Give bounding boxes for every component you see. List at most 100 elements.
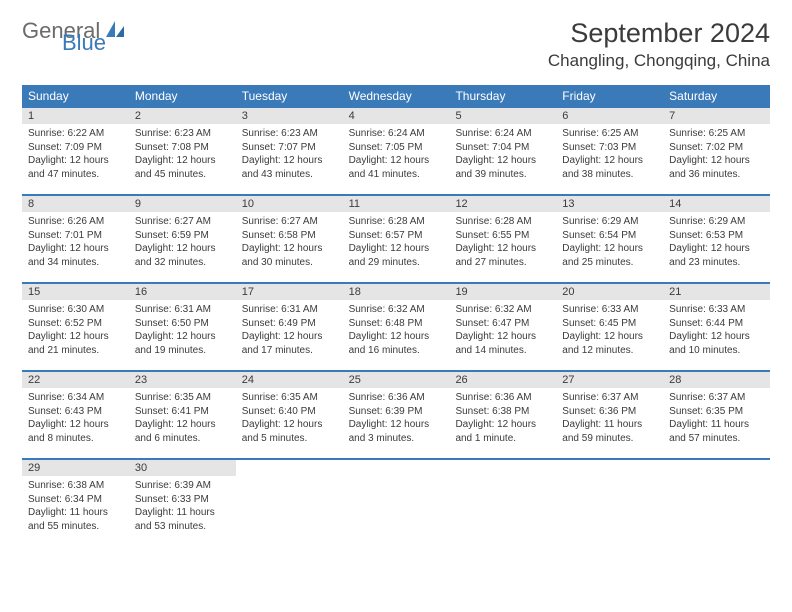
calendar-week: 1Sunrise: 6:22 AMSunset: 7:09 PMDaylight… bbox=[22, 108, 770, 194]
day-number: 8 bbox=[22, 196, 129, 212]
calendar-day: 27Sunrise: 6:37 AMSunset: 6:36 PMDayligh… bbox=[556, 372, 663, 458]
day-number: 22 bbox=[22, 372, 129, 388]
calendar-day: 7Sunrise: 6:25 AMSunset: 7:02 PMDaylight… bbox=[663, 108, 770, 194]
day-number: 27 bbox=[556, 372, 663, 388]
calendar-day: 26Sunrise: 6:36 AMSunset: 6:38 PMDayligh… bbox=[449, 372, 556, 458]
day-number: 23 bbox=[129, 372, 236, 388]
calendar-day: 2Sunrise: 6:23 AMSunset: 7:08 PMDaylight… bbox=[129, 108, 236, 194]
calendar-day: 13 Sunrise: 6:29 AMSunset: 6:54 PMDayligh… bbox=[556, 196, 663, 282]
day-number: 17 bbox=[236, 284, 343, 300]
day-number: 2 bbox=[129, 108, 236, 124]
calendar-weekday-header: Sunday Monday Tuesday Wednesday Thursday… bbox=[22, 85, 770, 108]
day-info: Sunrise: 6:31 AMSunset: 6:50 PMDaylight:… bbox=[135, 303, 230, 357]
day-info: Sunrise: 6:34 AMSunset: 6:43 PMDaylight:… bbox=[28, 391, 123, 445]
day-number: 24 bbox=[236, 372, 343, 388]
calendar-day: 17 Sunrise: 6:31 AMSunset: 6:49 PMDayligh… bbox=[236, 284, 343, 370]
day-number: 4 bbox=[343, 108, 450, 124]
calendar-page: General Blue September 2024 Changling, C… bbox=[0, 0, 792, 546]
brand-sail-icon bbox=[104, 19, 126, 44]
calendar-day: 5Sunrise: 6:24 AMSunset: 7:04 PMDaylight… bbox=[449, 108, 556, 194]
day-info: Sunrise: 6:32 AMSunset: 6:48 PMDaylight:… bbox=[349, 303, 444, 357]
day-info: Sunrise: 6:30 AMSunset: 6:52 PMDaylight:… bbox=[28, 303, 123, 357]
calendar-day: 24 Sunrise: 6:35 AMSunset: 6:40 PMDayligh… bbox=[236, 372, 343, 458]
day-number: 10 bbox=[236, 196, 343, 212]
day-number: 21 bbox=[663, 284, 770, 300]
weekday-friday: Friday bbox=[556, 85, 663, 108]
day-number: 5 bbox=[449, 108, 556, 124]
day-info: Sunrise: 6:35 AMSunset: 6:40 PMDaylight:… bbox=[242, 391, 337, 445]
calendar-week: 22 Sunrise: 6:34 AMSunset: 6:43 PMDayligh… bbox=[22, 370, 770, 458]
calendar-day: 19Sunrise: 6:32 AMSunset: 6:47 PMDayligh… bbox=[449, 284, 556, 370]
calendar-grid: Sunday Monday Tuesday Wednesday Thursday… bbox=[22, 85, 770, 546]
day-info: Sunrise: 6:27 AMSunset: 6:58 PMDaylight:… bbox=[242, 215, 337, 269]
day-info: Sunrise: 6:28 AMSunset: 6:55 PMDaylight:… bbox=[455, 215, 550, 269]
weekday-saturday: Saturday bbox=[663, 85, 770, 108]
day-info: Sunrise: 6:29 AMSunset: 6:53 PMDaylight:… bbox=[669, 215, 764, 269]
day-info: Sunrise: 6:31 AMSunset: 6:49 PMDaylight:… bbox=[242, 303, 337, 357]
day-info: Sunrise: 6:32 AMSunset: 6:47 PMDaylight:… bbox=[455, 303, 550, 357]
day-number: 3 bbox=[236, 108, 343, 124]
calendar-week: 29Sunrise: 6:38 AMSunset: 6:34 PMDayligh… bbox=[22, 458, 770, 546]
calendar-day: 22 Sunrise: 6:34 AMSunset: 6:43 PMDayligh… bbox=[22, 372, 129, 458]
calendar-day bbox=[556, 460, 663, 546]
calendar-day: 8 Sunrise: 6:26 AMSunset: 7:01 PMDaylight… bbox=[22, 196, 129, 282]
calendar-day: 23 Sunrise: 6:35 AMSunset: 6:41 PMDayligh… bbox=[129, 372, 236, 458]
day-info: Sunrise: 6:27 AMSunset: 6:59 PMDaylight:… bbox=[135, 215, 230, 269]
weekday-sunday: Sunday bbox=[22, 85, 129, 108]
day-number: 30 bbox=[129, 460, 236, 476]
day-info: Sunrise: 6:37 AMSunset: 6:35 PMDaylight:… bbox=[669, 391, 764, 445]
calendar-day bbox=[236, 460, 343, 546]
calendar-day: 3Sunrise: 6:23 AMSunset: 7:07 PMDaylight… bbox=[236, 108, 343, 194]
day-number: 28 bbox=[663, 372, 770, 388]
day-info: Sunrise: 6:35 AMSunset: 6:41 PMDaylight:… bbox=[135, 391, 230, 445]
day-info: Sunrise: 6:29 AMSunset: 6:54 PMDaylight:… bbox=[562, 215, 657, 269]
weekday-monday: Monday bbox=[129, 85, 236, 108]
calendar-day: 14Sunrise: 6:29 AMSunset: 6:53 PMDayligh… bbox=[663, 196, 770, 282]
calendar-week: 15Sunrise: 6:30 AMSunset: 6:52 PMDayligh… bbox=[22, 282, 770, 370]
calendar-body: 1Sunrise: 6:22 AMSunset: 7:09 PMDaylight… bbox=[22, 108, 770, 546]
calendar-day: 4 Sunrise: 6:24 AMSunset: 7:05 PMDaylight… bbox=[343, 108, 450, 194]
day-info: Sunrise: 6:36 AMSunset: 6:39 PMDaylight:… bbox=[349, 391, 444, 445]
calendar-day: 9 Sunrise: 6:27 AMSunset: 6:59 PMDaylight… bbox=[129, 196, 236, 282]
calendar-day: 1Sunrise: 6:22 AMSunset: 7:09 PMDaylight… bbox=[22, 108, 129, 194]
day-info: Sunrise: 6:39 AMSunset: 6:33 PMDaylight:… bbox=[135, 479, 230, 533]
day-info: Sunrise: 6:28 AMSunset: 6:57 PMDaylight:… bbox=[349, 215, 444, 269]
weekday-tuesday: Tuesday bbox=[236, 85, 343, 108]
calendar-day: 10 Sunrise: 6:27 AMSunset: 6:58 PMDayligh… bbox=[236, 196, 343, 282]
brand-logo: General Blue bbox=[22, 18, 126, 44]
day-number: 13 bbox=[556, 196, 663, 212]
calendar-day: 12 Sunrise: 6:28 AMSunset: 6:55 PMDayligh… bbox=[449, 196, 556, 282]
day-number: 9 bbox=[129, 196, 236, 212]
day-info: Sunrise: 6:33 AMSunset: 6:45 PMDaylight:… bbox=[562, 303, 657, 357]
day-number: 25 bbox=[343, 372, 450, 388]
calendar-day: 30 Sunrise: 6:39 AMSunset: 6:33 PMDayligh… bbox=[129, 460, 236, 546]
calendar-day: 25 Sunrise: 6:36 AMSunset: 6:39 PMDayligh… bbox=[343, 372, 450, 458]
calendar-day: 21 Sunrise: 6:33 AMSunset: 6:44 PMDayligh… bbox=[663, 284, 770, 370]
day-info: Sunrise: 6:24 AMSunset: 7:05 PMDaylight:… bbox=[349, 127, 444, 181]
calendar-day: 28 Sunrise: 6:37 AMSunset: 6:35 PMDayligh… bbox=[663, 372, 770, 458]
weekday-wednesday: Wednesday bbox=[343, 85, 450, 108]
calendar-week: 8 Sunrise: 6:26 AMSunset: 7:01 PMDaylight… bbox=[22, 194, 770, 282]
day-info: Sunrise: 6:36 AMSunset: 6:38 PMDaylight:… bbox=[455, 391, 550, 445]
day-info: Sunrise: 6:25 AMSunset: 7:02 PMDaylight:… bbox=[669, 127, 764, 181]
weekday-thursday: Thursday bbox=[449, 85, 556, 108]
header-row: General Blue September 2024 Changling, C… bbox=[22, 18, 770, 71]
location-subtitle: Changling, Chongqing, China bbox=[548, 51, 770, 71]
day-info: Sunrise: 6:25 AMSunset: 7:03 PMDaylight:… bbox=[562, 127, 657, 181]
day-number: 1 bbox=[22, 108, 129, 124]
month-title: September 2024 bbox=[548, 18, 770, 49]
day-number: 16 bbox=[129, 284, 236, 300]
brand-text-blue: Blue bbox=[62, 30, 106, 56]
day-number: 12 bbox=[449, 196, 556, 212]
day-number: 20 bbox=[556, 284, 663, 300]
calendar-day bbox=[449, 460, 556, 546]
calendar-day bbox=[343, 460, 450, 546]
day-info: Sunrise: 6:38 AMSunset: 6:34 PMDaylight:… bbox=[28, 479, 123, 533]
calendar-day: 18Sunrise: 6:32 AMSunset: 6:48 PMDayligh… bbox=[343, 284, 450, 370]
day-number: 11 bbox=[343, 196, 450, 212]
day-info: Sunrise: 6:26 AMSunset: 7:01 PMDaylight:… bbox=[28, 215, 123, 269]
calendar-day: 29Sunrise: 6:38 AMSunset: 6:34 PMDayligh… bbox=[22, 460, 129, 546]
calendar-day: 6 Sunrise: 6:25 AMSunset: 7:03 PMDaylight… bbox=[556, 108, 663, 194]
day-info: Sunrise: 6:33 AMSunset: 6:44 PMDaylight:… bbox=[669, 303, 764, 357]
day-number: 6 bbox=[556, 108, 663, 124]
